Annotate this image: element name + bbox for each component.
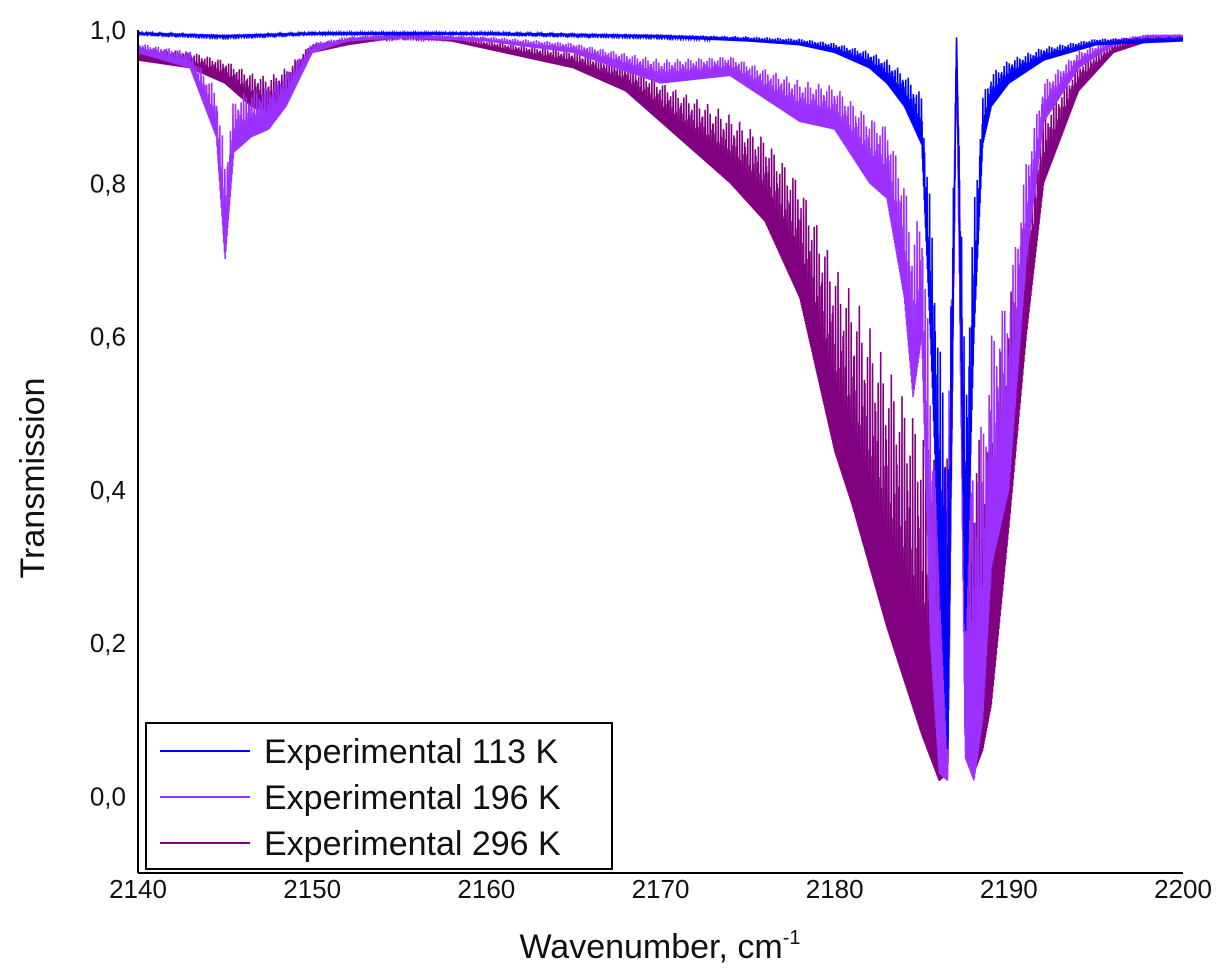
y-axis-title: Transmission [14, 378, 52, 579]
x-tick-label: 2160 [457, 874, 515, 904]
y-tick-label: 0,8 [90, 168, 126, 198]
series-line-experimental-113-k [138, 30, 1183, 749]
x-axis-title-superscript: -1 [783, 927, 801, 949]
legend-entry: Experimental 196 K [264, 779, 561, 817]
legend-box [145, 722, 613, 870]
legend-entry: Experimental 113 K [264, 733, 559, 771]
y-tick-label: 0,0 [90, 781, 126, 811]
series-layer [138, 30, 1183, 781]
y-tick-label: 1,0 [90, 15, 126, 45]
x-tick-label: 2190 [980, 874, 1038, 904]
axes [137, 30, 1183, 874]
y-tick-label: 0,4 [90, 475, 126, 505]
series-line-experimental-196-k [138, 33, 1183, 781]
x-axis-title: Wavenumber, cm-1 [519, 927, 800, 966]
legend-entry: Experimental 296 K [264, 825, 561, 863]
x-tick-label: 2200 [1154, 874, 1212, 904]
x-tick-label: 2150 [283, 874, 341, 904]
y-tick-label: 0,2 [90, 628, 126, 658]
x-tick-label: 2180 [806, 874, 864, 904]
tick-labels: 2140 2150 2160 2170 2180 2190 2200 0,0 0,2 0,4 0,6… [90, 15, 1212, 904]
x-tick-label: 2140 [109, 874, 167, 904]
x-tick-label: 2170 [632, 874, 690, 904]
series-line-experimental-296-k [138, 33, 1183, 781]
y-tick-label: 0,6 [90, 322, 126, 352]
plot-area [138, 30, 1183, 781]
legend: Experimental 113 K Experimental 196 K Expe… [145, 722, 613, 870]
x-axis-title-text: Wavenumber, cm [519, 928, 782, 966]
